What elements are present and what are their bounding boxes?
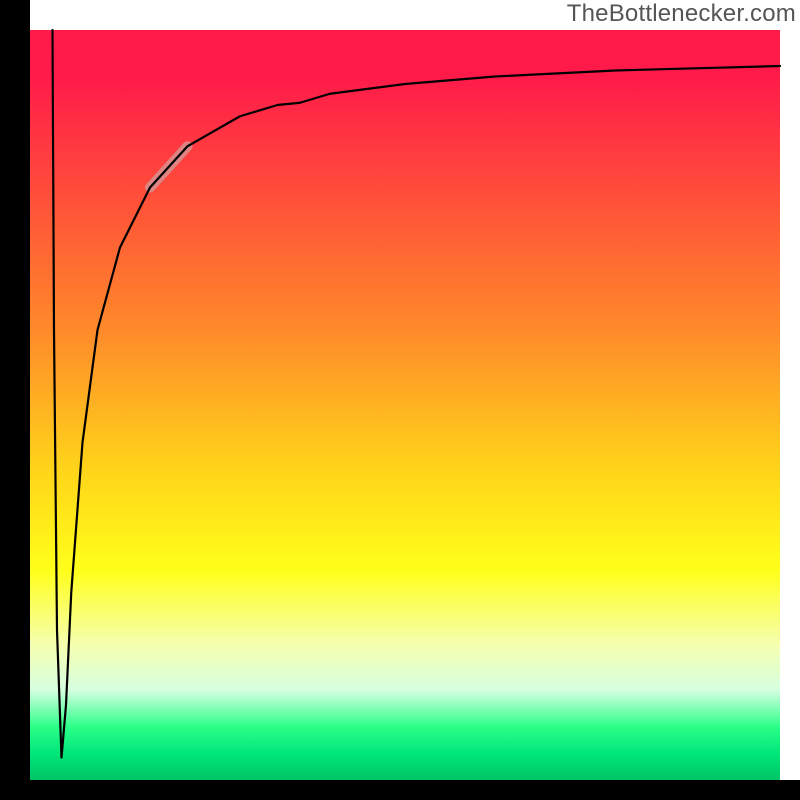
left-axis-border: [0, 0, 30, 800]
chart-svg: [0, 0, 800, 800]
bottom-axis-border: [0, 780, 800, 800]
watermark-text: TheBottlenecker.com: [567, 0, 796, 28]
bottleneck-chart: TheBottlenecker.com: [0, 0, 800, 800]
gradient-background: [30, 30, 780, 780]
